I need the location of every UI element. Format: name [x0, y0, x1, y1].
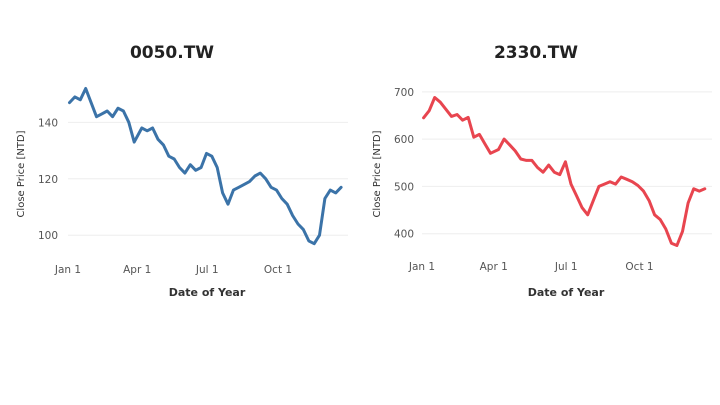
- chart-2330-y-tick-label: 700: [394, 87, 414, 99]
- chart-0050-x-tick-label: Oct 1: [264, 264, 292, 276]
- chart-0050-y-ticks: 100 120 140: [38, 117, 58, 242]
- chart-0050-y-axis-title: Close Price [NTD]: [16, 130, 27, 217]
- chart-0050-x-ticks: Jan 1 Apr 1 Jul 1 Oct 1: [54, 264, 292, 276]
- chart-0050-x-tick-label: Jul 1: [195, 264, 219, 276]
- chart-2330-series-line: [422, 96, 707, 247]
- chart-0050-x-axis-title: Date of Year: [169, 286, 246, 299]
- chart-2330-y-tick-label: 500: [394, 181, 414, 193]
- chart-0050-x-tick-label: Jan 1: [54, 264, 81, 276]
- chart-2330-x-tick-label: Jan 1: [408, 261, 435, 273]
- chart-2330-x-axis-title: Date of Year: [528, 286, 605, 299]
- chart-0050-y-tick-label: 100: [38, 230, 58, 242]
- chart-0050-x-tick-label: Apr 1: [123, 264, 151, 276]
- chart-0050-title: 0050.TW: [130, 43, 214, 63]
- chart-0050-y-tick-label: 140: [38, 117, 58, 129]
- chart-2330-y-tick-label: 400: [394, 229, 414, 241]
- chart-2330-x-tick-label: Jul 1: [554, 261, 578, 273]
- chart-2330-y-axis-title: Close Price [NTD]: [372, 130, 383, 217]
- chart-2330-y-tick-label: 600: [394, 134, 414, 146]
- chart-2330-gridlines: [422, 91, 712, 235]
- chart-2330-x-tick-label: Apr 1: [480, 261, 508, 273]
- chart-0050-gridlines: [68, 121, 348, 236]
- chart-0050: 0050.TW 100 120 140 Jan 1 Apr 1 Jul 1 Oct 1 C…: [16, 43, 348, 299]
- chart-2330-y-ticks: 400 500 600 700: [394, 87, 414, 241]
- chart-0050-series-line: [68, 87, 343, 246]
- chart-2330: 2330.TW 400 500 600 700 Jan 1 Apr 1 Jul 1 Oct …: [372, 43, 712, 299]
- chart-0050-y-tick-label: 120: [38, 174, 58, 186]
- chart-2330-x-tick-label: Oct 1: [625, 261, 653, 273]
- chart-2330-x-ticks: Jan 1 Apr 1 Jul 1 Oct 1: [408, 261, 654, 273]
- chart-2330-title: 2330.TW: [494, 43, 578, 63]
